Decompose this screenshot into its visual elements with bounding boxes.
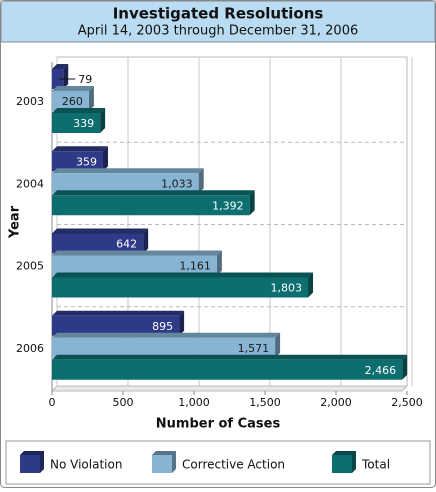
x-axis-label: Number of Cases <box>156 417 281 432</box>
bar <box>52 69 64 89</box>
y-tick-label: 2006 <box>16 342 44 355</box>
data-label: 895 <box>152 320 173 333</box>
x-tick-label: 2,000 <box>320 396 352 409</box>
bar <box>52 91 89 111</box>
bar-top <box>52 64 69 69</box>
chart-subtitle: April 14, 2003 through December 31, 2006 <box>78 24 359 39</box>
bar-top <box>52 146 108 152</box>
data-label: 1,161 <box>179 260 211 273</box>
bar <box>52 151 103 172</box>
bar-top <box>52 86 94 91</box>
legend-swatch <box>152 455 172 473</box>
data-label: 1,033 <box>161 177 193 190</box>
bar <box>52 359 403 380</box>
legend-label: No Violation <box>50 458 122 472</box>
bar-top <box>52 272 314 278</box>
bar-top <box>52 250 222 256</box>
data-label: 1,571 <box>238 342 270 355</box>
plot-floor <box>50 385 409 392</box>
legend-label: Total <box>361 458 390 472</box>
x-tick-label: 1,500 <box>249 396 281 409</box>
bar-side <box>308 272 314 298</box>
legend-label: Corrective Action <box>182 458 285 472</box>
legend-swatch <box>20 455 40 473</box>
bar-side <box>249 190 255 216</box>
x-tick-label: 2,500 <box>391 396 423 409</box>
y-tick-label: 2005 <box>16 260 44 273</box>
data-label: 260 <box>62 95 83 108</box>
bar-side <box>198 168 204 194</box>
y-axis-label: Year <box>8 205 23 239</box>
bar <box>52 277 309 298</box>
header-band <box>0 0 436 43</box>
bar-side <box>275 332 281 358</box>
data-label: 339 <box>73 117 94 130</box>
bar <box>52 113 101 133</box>
x-tick-label: 500 <box>113 396 134 409</box>
bar-top <box>52 310 185 316</box>
bar-top <box>52 228 149 234</box>
bar-top <box>52 190 255 196</box>
bar-side <box>102 146 108 172</box>
legend-box <box>5 440 431 485</box>
bar-side <box>179 310 185 336</box>
data-label: 2,466 <box>365 364 397 377</box>
bar <box>52 255 217 276</box>
bar-side <box>216 250 222 276</box>
chart-title: Investigated Resolutions <box>113 5 324 23</box>
bar <box>52 315 180 336</box>
y-tick-label: 2003 <box>16 95 44 108</box>
bar-top <box>52 168 204 174</box>
bar-top <box>52 332 281 338</box>
bar-side <box>143 228 149 254</box>
bar <box>52 173 199 194</box>
data-label: 1,392 <box>212 199 244 212</box>
data-label: 79 <box>78 73 92 86</box>
bar-side <box>63 64 69 89</box>
y-tick-label: 2004 <box>16 177 44 190</box>
data-label: 1,803 <box>271 282 303 295</box>
legend-swatch <box>332 455 352 473</box>
bar-side <box>88 86 94 111</box>
x-tick-label: 1,000 <box>178 396 210 409</box>
bar <box>52 337 276 358</box>
bar <box>52 195 250 216</box>
bar <box>52 233 144 254</box>
bar-top <box>52 354 408 360</box>
data-label: 642 <box>116 238 137 251</box>
data-label: 359 <box>76 155 97 168</box>
x-tick-label: 0 <box>49 396 56 409</box>
bar-top <box>52 108 106 113</box>
bar-side <box>402 354 408 380</box>
bar-side <box>100 108 106 133</box>
